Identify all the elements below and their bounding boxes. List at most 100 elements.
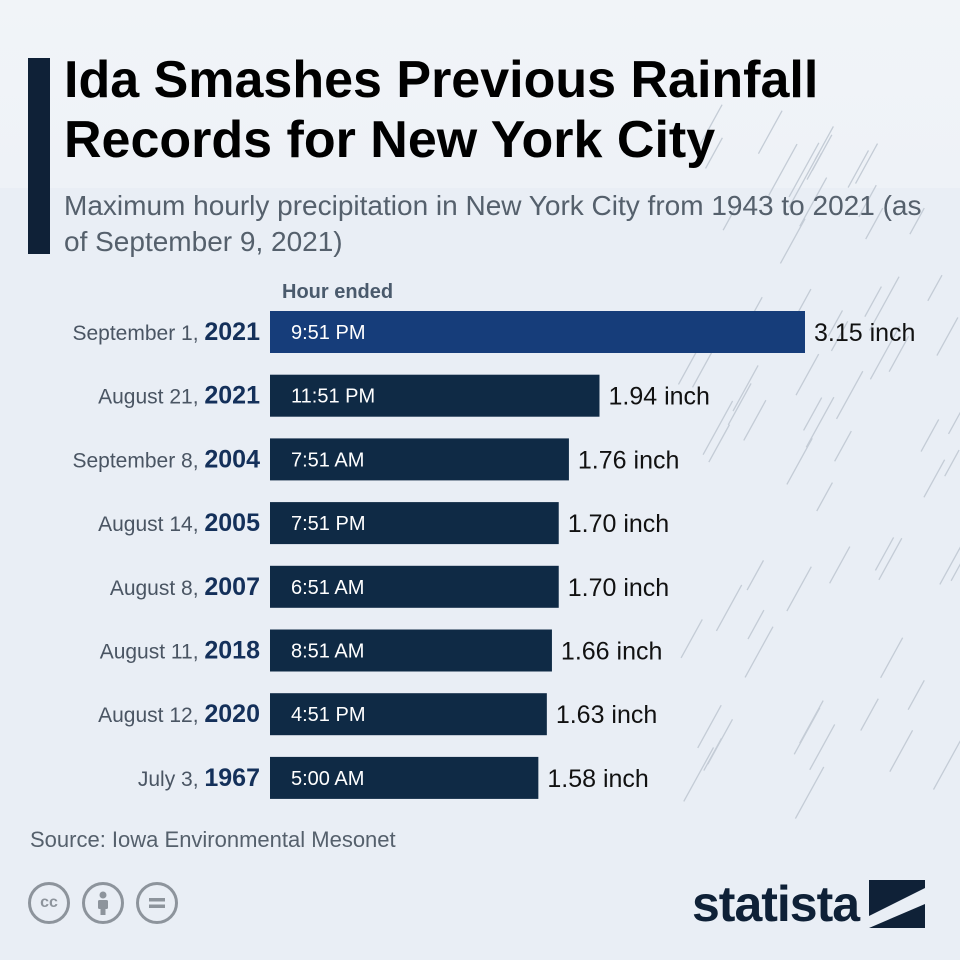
value-label: 1.70 inch [568, 510, 669, 538]
rain-streak [909, 207, 925, 235]
license-icons: cc [28, 882, 178, 924]
rain-streak [878, 537, 903, 581]
rain-streak [907, 679, 925, 710]
statista-logo-text: statista [692, 876, 860, 932]
rain-streak [816, 482, 833, 512]
value-label: 3.15 inch [814, 319, 915, 347]
rain-streak [809, 724, 836, 771]
rain-streak [874, 537, 895, 571]
attribution-icon[interactable] [82, 882, 124, 924]
category-label: August 14, 2005 [98, 509, 260, 537]
rain-streak [834, 430, 852, 462]
rain-streak [864, 286, 882, 318]
bar-time-label: 9:51 PM [291, 322, 365, 344]
rain-streak [722, 204, 738, 231]
rain-streak [697, 704, 722, 749]
rain-streak [936, 317, 959, 356]
category-label: September 1, 2021 [72, 318, 260, 346]
category-label: August 12, 2020 [98, 700, 260, 728]
rain-streak [727, 383, 752, 426]
rain-streak [947, 411, 960, 435]
category-label: July 3, 1967 [138, 764, 260, 792]
rain-streak [732, 365, 759, 412]
rain-streak [788, 142, 820, 198]
rain-streak [786, 566, 812, 612]
category-date: September 1, [72, 322, 204, 345]
value-label: 1.70 inch [568, 574, 669, 602]
category-label: August 8, 2007 [110, 573, 260, 601]
rain-streak [869, 326, 901, 380]
category-date: August 11, [100, 641, 205, 664]
bar [270, 629, 552, 672]
category-year: 2007 [204, 573, 260, 601]
chart-subtitle: Maximum hourly precipitation in New York… [64, 190, 922, 257]
rain-streak [793, 707, 821, 755]
rain-streak [888, 335, 910, 373]
rain-streak [920, 419, 940, 452]
rain-streak [829, 546, 851, 584]
rain-streak [950, 563, 960, 582]
rain-streak [799, 177, 828, 227]
category-year: 2005 [204, 509, 260, 537]
category-year: 2021 [204, 382, 260, 410]
rain-streak [691, 348, 715, 388]
statista-logo[interactable]: statista [692, 876, 926, 932]
rain-streak [768, 143, 798, 196]
category-year: 2004 [204, 445, 260, 473]
rain-streak [814, 126, 834, 161]
bar [270, 693, 547, 736]
rain-streak [847, 150, 870, 188]
rain-streak [795, 353, 820, 396]
rain-streak [746, 560, 765, 591]
rain-streak [830, 320, 849, 352]
category-year: 1967 [204, 764, 260, 792]
cc-icon[interactable]: cc [28, 882, 70, 924]
category-date: August 14, [98, 513, 204, 536]
value-label: 1.58 inch [547, 765, 648, 793]
rain-streak [794, 766, 825, 819]
rain-streak [811, 134, 833, 171]
rain-streak [889, 730, 914, 773]
bar [270, 502, 559, 545]
rain-streak [779, 218, 806, 264]
value-label: 1.63 inch [556, 701, 657, 729]
bar-time-label: 5:00 AM [291, 768, 364, 790]
category-date: August 12, [98, 704, 204, 727]
rain-streak [683, 747, 715, 802]
header-background [0, 0, 960, 188]
statista-logo-icon [869, 880, 926, 928]
bar [270, 438, 569, 481]
bar-time-label: 8:51 AM [291, 641, 364, 663]
category-year: 2021 [204, 318, 260, 346]
value-label: 1.94 inch [608, 383, 709, 411]
rain-streak [835, 370, 864, 420]
rain-streak [715, 584, 743, 632]
category-date: September 8, [72, 449, 204, 472]
source-note: Source: Iowa Environmental Mesonet [30, 827, 396, 852]
rain-streak [865, 207, 884, 240]
title-accent-bar [28, 58, 50, 254]
chart-title: Ida Smashes Previous Rainfall Records fo… [64, 51, 819, 169]
rain-streak [939, 546, 960, 585]
category-date: July 3, [138, 768, 205, 791]
bar [270, 565, 559, 608]
rain-streak [805, 396, 835, 448]
rain-streak [860, 698, 879, 731]
category-label: August 21, 2021 [98, 382, 260, 410]
bar [270, 311, 805, 353]
series-label: Hour ended [282, 281, 394, 303]
rain-streak [923, 459, 946, 498]
rain-streak [747, 609, 765, 640]
rain-streak [702, 400, 734, 455]
rain-streak [880, 637, 904, 679]
rain-streak [803, 397, 823, 431]
no-derivatives-icon[interactable] [136, 882, 178, 924]
rain-streak [786, 438, 813, 485]
rain-streak [858, 184, 877, 218]
category-date: August 8, [110, 577, 205, 600]
category-year: 2018 [204, 637, 260, 665]
rain-streak [932, 740, 960, 790]
rain-streak [744, 626, 774, 678]
